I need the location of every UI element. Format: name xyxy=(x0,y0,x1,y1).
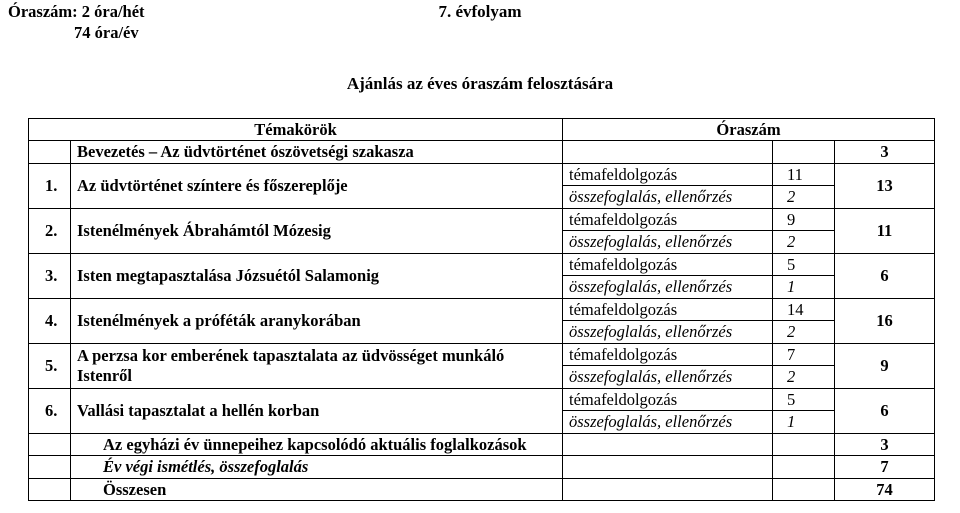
row-name: A perzsa kor emberének tapasztalata az ü… xyxy=(71,343,563,388)
row-detail: összefoglalás, ellenőrzés xyxy=(563,411,773,433)
row-num: 6. xyxy=(29,388,71,433)
table-row: 6.Vallási tapasztalat a hellén korbantém… xyxy=(29,388,935,410)
row-num: 5. xyxy=(29,343,71,388)
row-total: 3 xyxy=(835,433,935,455)
row-name: Istenélmények Ábrahámtól Mózesig xyxy=(71,208,563,253)
col-hours: Óraszám xyxy=(563,119,935,141)
intro-val xyxy=(773,141,835,163)
table-row: Év végi ismétlés, összefoglalás 7 xyxy=(29,456,935,478)
row-value: 2 xyxy=(773,366,835,388)
row-total: 16 xyxy=(835,298,935,343)
row-name: Az egyházi év ünnepeihez kapcsolódó aktu… xyxy=(71,433,563,455)
row-detail: összefoglalás, ellenőrzés xyxy=(563,186,773,208)
row-num: 3. xyxy=(29,253,71,298)
row-total: 7 xyxy=(835,456,935,478)
row-detail: témafeldolgozás xyxy=(563,253,773,275)
table-header-row: Témakörök Óraszám xyxy=(29,119,935,141)
row-value: 2 xyxy=(773,186,835,208)
row-value: 5 xyxy=(773,253,835,275)
row-total: 9 xyxy=(835,343,935,388)
row-num xyxy=(29,433,71,455)
table-row: 4.Istenélmények a próféták aranykorábant… xyxy=(29,298,935,320)
row-total: 13 xyxy=(835,163,935,208)
row-value xyxy=(773,456,835,478)
row-value: 1 xyxy=(773,276,835,298)
row-name: Istenélmények a próféták aranykorában xyxy=(71,298,563,343)
grade-title: 7. évfolyam xyxy=(0,2,960,22)
topics-table: Témakörök Óraszám Bevezetés – Az üdvtört… xyxy=(28,118,934,501)
row-num xyxy=(29,456,71,478)
intro-num xyxy=(29,141,71,163)
row-value: 2 xyxy=(773,321,835,343)
row-name: Összesen xyxy=(71,478,563,500)
row-num: 4. xyxy=(29,298,71,343)
table-row: 1.Az üdvtörténet színtere és főszereplőj… xyxy=(29,163,935,185)
row-detail xyxy=(563,478,773,500)
row-num xyxy=(29,478,71,500)
row-detail: összefoglalás, ellenőrzés xyxy=(563,321,773,343)
intro-row: Bevezetés – Az üdvtörténet ószövetségi s… xyxy=(29,141,935,163)
intro-det xyxy=(563,141,773,163)
row-detail: témafeldolgozás xyxy=(563,343,773,365)
hours-line2: 74 óra/év xyxy=(8,23,145,44)
col-topics: Témakörök xyxy=(29,119,563,141)
table-row: 5.A perzsa kor emberének tapasztalata az… xyxy=(29,343,935,365)
row-detail: témafeldolgozás xyxy=(563,208,773,230)
row-num: 2. xyxy=(29,208,71,253)
row-value: 11 xyxy=(773,163,835,185)
row-detail xyxy=(563,456,773,478)
row-detail: témafeldolgozás xyxy=(563,388,773,410)
row-name: Az üdvtörténet színtere és főszereplője xyxy=(71,163,563,208)
row-detail: összefoglalás, ellenőrzés xyxy=(563,231,773,253)
row-total: 74 xyxy=(835,478,935,500)
row-value: 5 xyxy=(773,388,835,410)
table-row: 3.Isten megtapasztalása Józsuétól Salamo… xyxy=(29,253,935,275)
row-value xyxy=(773,478,835,500)
row-total: 11 xyxy=(835,208,935,253)
row-value: 9 xyxy=(773,208,835,230)
row-value: 1 xyxy=(773,411,835,433)
subtitle: Ajánlás az éves óraszám felosztására xyxy=(0,74,960,94)
row-value: 14 xyxy=(773,298,835,320)
row-detail: összefoglalás, ellenőrzés xyxy=(563,276,773,298)
row-value: 7 xyxy=(773,343,835,365)
row-name: Év végi ismétlés, összefoglalás xyxy=(71,456,563,478)
row-detail xyxy=(563,433,773,455)
row-name: Isten megtapasztalása Józsuétól Salamoni… xyxy=(71,253,563,298)
row-detail: összefoglalás, ellenőrzés xyxy=(563,366,773,388)
table-sum-row: Összesen 74 xyxy=(29,478,935,500)
intro-total: 3 xyxy=(835,141,935,163)
row-detail: témafeldolgozás xyxy=(563,163,773,185)
row-num: 1. xyxy=(29,163,71,208)
row-detail: témafeldolgozás xyxy=(563,298,773,320)
table-row: 2.Istenélmények Ábrahámtól Mózesigtémafe… xyxy=(29,208,935,230)
row-value xyxy=(773,433,835,455)
row-total: 6 xyxy=(835,388,935,433)
intro-name: Bevezetés – Az üdvtörténet ószövetségi s… xyxy=(71,141,563,163)
row-total: 6 xyxy=(835,253,935,298)
table-row: Az egyházi év ünnepeihez kapcsolódó aktu… xyxy=(29,433,935,455)
row-value: 2 xyxy=(773,231,835,253)
row-name: Vallási tapasztalat a hellén korban xyxy=(71,388,563,433)
